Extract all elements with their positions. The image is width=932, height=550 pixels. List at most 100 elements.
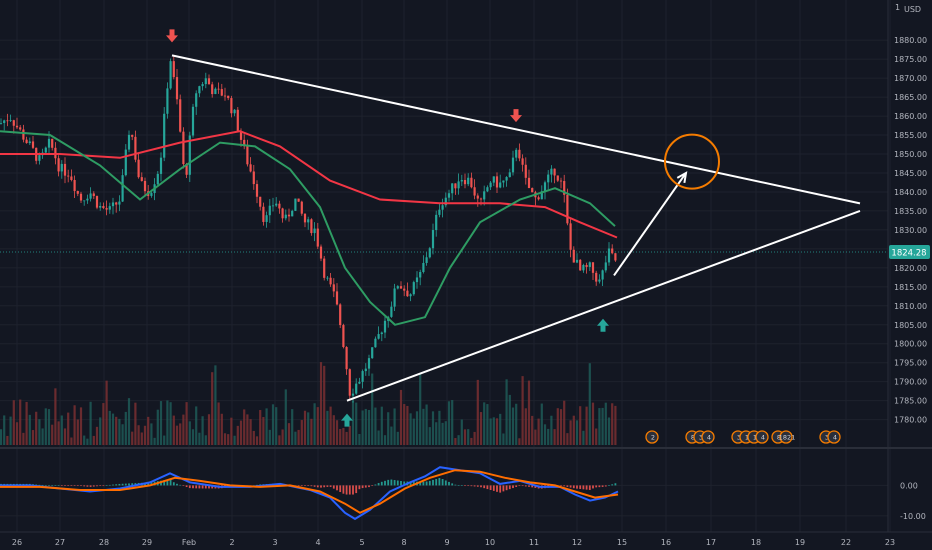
oscillator-tick-label: -10.00 (900, 512, 926, 521)
volume-bar (601, 407, 604, 445)
price-tick-label: 1845.00 (894, 169, 927, 178)
candle-body (361, 371, 364, 382)
oscillator-histogram-bar (358, 485, 361, 490)
price-tick-label: 1805.00 (894, 321, 927, 330)
oscillator-histogram-bar (323, 485, 326, 488)
candle-body (25, 139, 28, 144)
candle-body (300, 201, 303, 214)
oscillator-histogram-bar (585, 485, 588, 490)
oscillator-histogram-bar (80, 485, 82, 487)
candle-body (598, 279, 601, 282)
event-badge-label: 1821 (779, 434, 796, 442)
oscillator-histogram-bar (211, 485, 214, 489)
oscillator-histogram-bar (182, 485, 185, 487)
price-tick-label: 1800.00 (894, 340, 927, 349)
volume-bar (505, 379, 508, 445)
candle-body (316, 228, 319, 247)
oscillator-histogram-bar (134, 483, 137, 486)
oscillator-histogram-bar (524, 485, 527, 487)
volume-bar (559, 409, 563, 445)
candle-body (415, 277, 419, 283)
volume-bar (367, 409, 371, 445)
oscillator-histogram-bar (608, 485, 610, 486)
candle-body (271, 205, 275, 207)
candle-body (531, 188, 534, 193)
time-tick-label: 19 (795, 538, 805, 547)
oscillator-histogram-bar (44, 485, 47, 486)
candle-body (57, 158, 60, 172)
oscillator-histogram-bar (147, 482, 150, 486)
volume-bar (425, 404, 428, 445)
candle-body (367, 358, 371, 369)
candle-body (537, 197, 540, 200)
oscillator-histogram-bar (361, 485, 364, 489)
candle-body (47, 138, 51, 148)
volume-bar (476, 379, 479, 445)
oscillator-histogram-bar (355, 485, 358, 494)
volume-bar (19, 399, 22, 445)
event-badge-icon[interactable] (827, 430, 841, 444)
event-badge-label: 8 (777, 434, 781, 442)
candle-body (9, 120, 12, 121)
oscillator-histogram-bar (208, 485, 210, 489)
candle-body (489, 182, 492, 188)
event-badge-label: 4 (707, 434, 711, 442)
candle-body (582, 264, 585, 271)
oscillator-histogram-bar (336, 485, 338, 491)
candle-body (38, 155, 41, 161)
oscillator-histogram-bar (502, 485, 505, 492)
volume-bar (415, 411, 419, 445)
candle-body (243, 139, 246, 147)
candle-body (284, 214, 287, 219)
trend-line-resistance[interactable] (171, 54, 861, 205)
event-badge-icon[interactable] (701, 430, 715, 444)
candle-body (438, 209, 441, 215)
volume-bar (537, 418, 540, 445)
oscillator-histogram-bar (316, 485, 319, 488)
oscillator-histogram-bar (409, 481, 412, 486)
oscillator-histogram-bar (99, 485, 102, 487)
event-badge-icon[interactable] (779, 430, 793, 444)
volume-bar (556, 408, 559, 445)
volume-bar (115, 416, 118, 445)
oscillator-histogram-bar (176, 483, 178, 486)
candle-body (182, 131, 185, 165)
volume-bar (294, 431, 297, 445)
trend-lines[interactable] (171, 54, 861, 402)
oscillator-histogram-bar (102, 485, 105, 487)
event-badge-icon[interactable] (755, 430, 769, 444)
volume-bar (588, 363, 591, 445)
oscillator-histogram-bar (188, 485, 191, 489)
oscillator-signal-line (0, 469, 619, 514)
volume-bar (252, 430, 255, 445)
oscillator-histogram-bar (534, 485, 537, 488)
arrow-head (676, 171, 688, 184)
candle-body (460, 180, 463, 182)
volume-bar (447, 401, 451, 445)
price-tick-label: 1790.00 (894, 378, 927, 387)
trend-line-projection[interactable] (613, 172, 687, 277)
time-tick-label: 27 (55, 538, 65, 547)
candle-body (99, 205, 102, 208)
candle-body (191, 106, 195, 136)
event-badge-label: 3 (737, 434, 741, 442)
candle-body (169, 61, 172, 89)
volume-bar (361, 410, 364, 445)
volume-bar (86, 438, 89, 445)
candle-body (44, 147, 47, 153)
candle-body (572, 249, 575, 263)
oscillator-histogram-bar (67, 485, 70, 487)
target-circle[interactable] (664, 133, 720, 190)
candle-body (457, 181, 460, 189)
volume-bar (38, 419, 41, 445)
candle-body (121, 175, 124, 202)
event-badge-icon[interactable] (645, 430, 659, 444)
volume-bar (182, 414, 185, 445)
volume-bar (230, 417, 233, 445)
trend-line-support[interactable] (346, 209, 861, 402)
time-tick-label: 12 (572, 538, 582, 547)
volume-bar (275, 407, 278, 445)
volume-bar (233, 435, 236, 445)
